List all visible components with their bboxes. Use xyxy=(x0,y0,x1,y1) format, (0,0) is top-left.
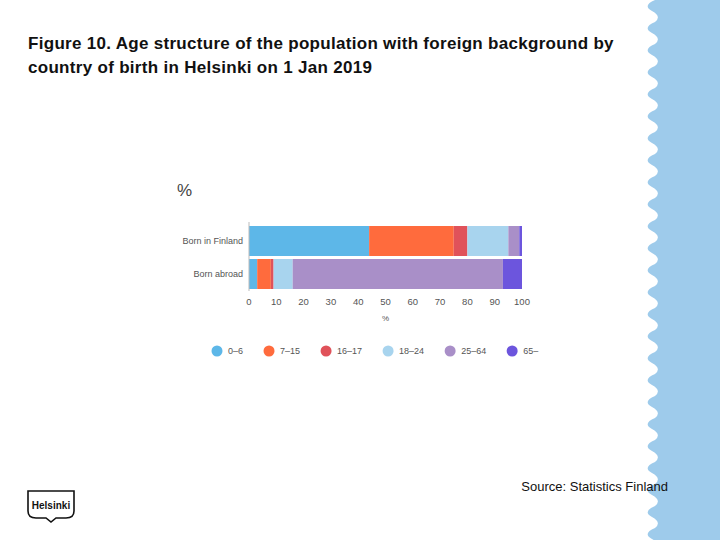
tick-label: 70 xyxy=(435,296,446,307)
decoration xyxy=(648,0,720,540)
tick-label: 30 xyxy=(326,296,337,307)
tick-label: 100 xyxy=(514,296,530,307)
tick-label: 10 xyxy=(271,296,282,307)
legend-label: 65– xyxy=(523,346,538,356)
bar-segment xyxy=(274,259,293,289)
title: Figure 10. Age structure of the populati… xyxy=(28,32,648,80)
legend-swatch xyxy=(264,346,275,357)
legend-label: 0–6 xyxy=(228,346,243,356)
legend: 0–6 7–15 16–17 18–24 25–64 65– xyxy=(212,346,539,357)
tick-label: 60 xyxy=(408,296,419,307)
legend-swatch xyxy=(321,346,332,357)
source: Source: Statistics Finland xyxy=(521,479,668,494)
bar-segment xyxy=(257,259,271,289)
category-label: Born abroad xyxy=(193,269,243,279)
tick-label: 40 xyxy=(353,296,364,307)
y-axis-title: % xyxy=(177,181,192,200)
bar-segment xyxy=(503,259,522,289)
category-label: Born in Finland xyxy=(182,236,243,246)
tick-label: 0 xyxy=(246,296,251,307)
legend-swatch xyxy=(507,346,518,357)
bar-segment xyxy=(508,226,519,256)
bars xyxy=(249,226,522,289)
legend-label: 25–64 xyxy=(461,346,486,356)
tick-label: 50 xyxy=(380,296,391,307)
bar-segment xyxy=(293,259,503,289)
bar-segment xyxy=(467,226,508,256)
logo-frame xyxy=(28,491,74,522)
legend-label: 18–24 xyxy=(399,346,424,356)
canvas: % Born in Finland Born abroad 0 10 20 30 40 50 60… xyxy=(0,0,720,540)
bar-segment xyxy=(249,226,369,256)
bar-segment xyxy=(454,226,468,256)
axis-line xyxy=(249,222,250,291)
tick-label: 90 xyxy=(489,296,500,307)
stage: % Born in Finland Born abroad 0 10 20 30 40 50 60… xyxy=(0,0,720,540)
tick-label: 80 xyxy=(462,296,473,307)
bar-segment xyxy=(519,226,522,256)
tick-label: 20 xyxy=(298,296,309,307)
legend-label: 16–17 xyxy=(337,346,362,356)
legend-label: 7–15 xyxy=(280,346,300,356)
legend-swatch xyxy=(445,346,456,357)
bar-segment xyxy=(249,259,257,289)
bar-segment xyxy=(271,259,274,289)
legend-swatch xyxy=(383,346,394,357)
legend-swatch xyxy=(212,346,223,357)
logo: Helsinki xyxy=(32,500,71,511)
x-axis-title: % xyxy=(382,314,389,323)
bar-segment xyxy=(369,226,454,256)
